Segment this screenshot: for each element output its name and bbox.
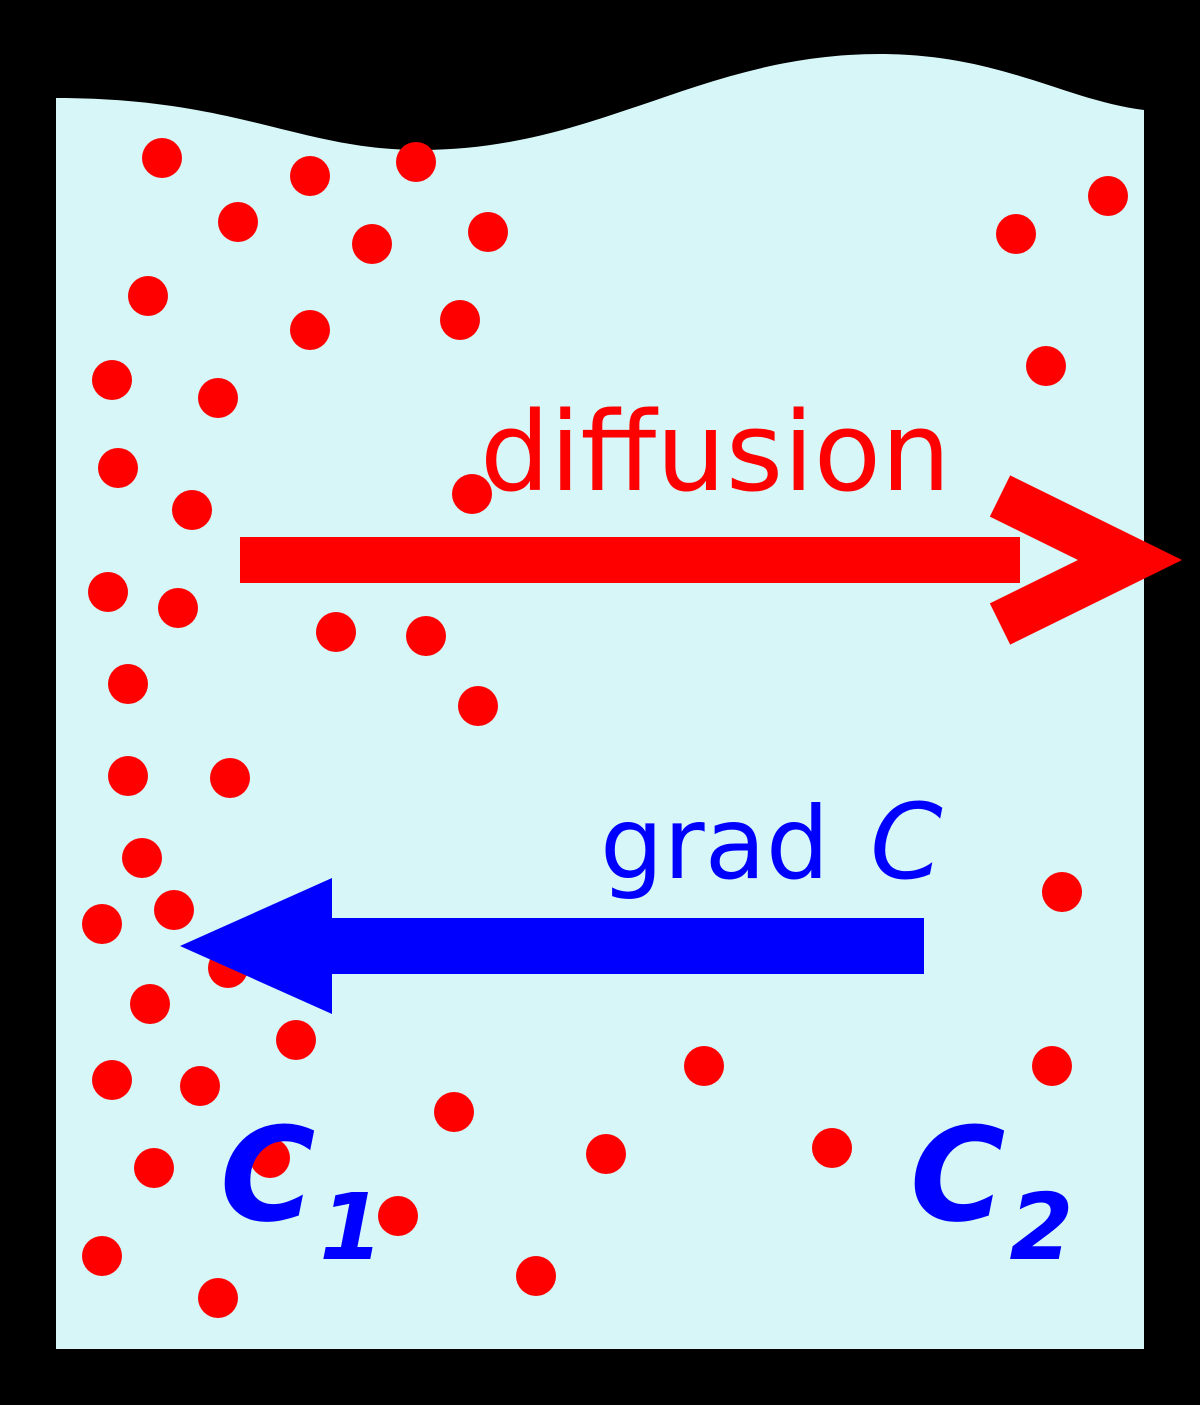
particle-dot bbox=[352, 224, 392, 264]
particle-dot bbox=[122, 838, 162, 878]
particle-dot bbox=[108, 756, 148, 796]
particle-dot bbox=[1026, 346, 1066, 386]
particle-dot bbox=[198, 1278, 238, 1318]
particle-dot bbox=[172, 490, 212, 530]
diffusion-label: diffusion bbox=[480, 388, 951, 516]
particle-dot bbox=[406, 616, 446, 656]
particle-dot bbox=[996, 214, 1036, 254]
particle-dot bbox=[128, 276, 168, 316]
particle-dot bbox=[98, 448, 138, 488]
particle-dot bbox=[142, 138, 182, 178]
particle-dot bbox=[458, 686, 498, 726]
particle-dot bbox=[586, 1134, 626, 1174]
particle-dot bbox=[290, 310, 330, 350]
particle-dot bbox=[198, 378, 238, 418]
particle-dot bbox=[378, 1196, 418, 1236]
particle-dot bbox=[92, 1060, 132, 1100]
particle-dot bbox=[154, 890, 194, 930]
particle-dot bbox=[290, 156, 330, 196]
diffusion-diagram: diffusiongradCC1C2 bbox=[0, 0, 1200, 1405]
particle-dot bbox=[440, 300, 480, 340]
particle-dot bbox=[812, 1128, 852, 1168]
particle-dot bbox=[134, 1148, 174, 1188]
particle-dot bbox=[180, 1066, 220, 1106]
particle-dot bbox=[108, 664, 148, 704]
particle-dot bbox=[92, 360, 132, 400]
particle-dot bbox=[684, 1046, 724, 1086]
particle-dot bbox=[468, 212, 508, 252]
particle-dot bbox=[210, 758, 250, 798]
particle-dot bbox=[158, 588, 198, 628]
particle-dot bbox=[316, 612, 356, 652]
particle-dot bbox=[218, 202, 258, 242]
gradc-label-c: C bbox=[870, 781, 943, 903]
particle-dot bbox=[1088, 176, 1128, 216]
particle-dot bbox=[88, 572, 128, 612]
particle-dot bbox=[1032, 1046, 1072, 1086]
particle-dot bbox=[434, 1092, 474, 1132]
particle-dot bbox=[276, 1020, 316, 1060]
particle-dot bbox=[130, 984, 170, 1024]
particle-dot bbox=[82, 904, 122, 944]
particle-dot bbox=[396, 142, 436, 182]
particle-dot bbox=[82, 1236, 122, 1276]
gradc-label-grad: grad bbox=[600, 785, 829, 902]
particle-dot bbox=[1042, 872, 1082, 912]
particle-dot bbox=[516, 1256, 556, 1296]
